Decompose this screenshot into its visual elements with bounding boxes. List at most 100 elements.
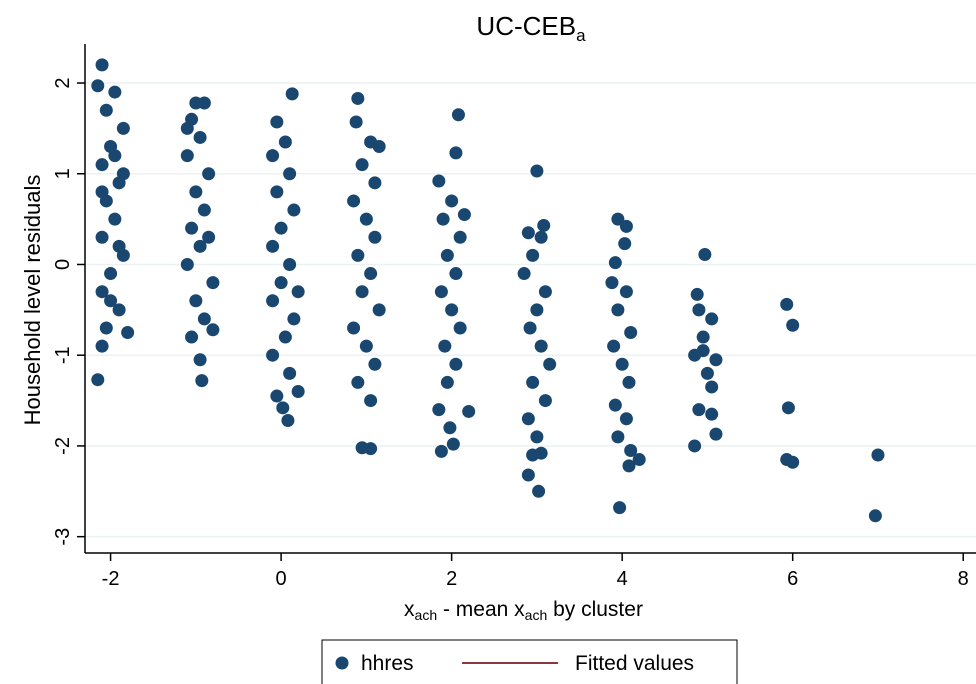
scatter-point [530, 303, 544, 317]
scatter-point [372, 140, 386, 154]
scatter-point [368, 176, 382, 190]
scatter-point [780, 297, 794, 311]
scatter-point [347, 194, 361, 208]
scatter-point [104, 294, 118, 308]
scatter-point [266, 294, 280, 308]
scatter-point [287, 203, 301, 217]
scatter-point [451, 108, 465, 122]
scatter-point [432, 174, 446, 188]
scatter-point [871, 448, 885, 462]
scatter-point [705, 312, 719, 326]
scatter-point [364, 267, 378, 281]
scatter-point [453, 321, 467, 335]
scatter-point [624, 326, 638, 340]
scatter-point [434, 285, 448, 299]
scatter-point [700, 366, 714, 380]
scatter-point [351, 248, 365, 262]
y-tick-label: 0 [52, 259, 74, 270]
scatter-point [462, 404, 476, 418]
scatter-point [95, 58, 109, 72]
scatter-point [534, 446, 548, 460]
y-tick-label: 2 [52, 77, 74, 88]
scatter-point [432, 403, 446, 417]
scatter-point [443, 421, 457, 435]
scatter-point [537, 218, 551, 232]
scatter-point [121, 326, 135, 340]
legend-label: hhres [361, 652, 414, 675]
scatter-point [619, 412, 633, 426]
scatter-point [690, 287, 704, 301]
scatter-point [274, 276, 288, 290]
scatter-point [180, 121, 194, 135]
scatter-point [372, 303, 386, 317]
scatter-point [112, 239, 126, 253]
scatter-point [91, 373, 105, 387]
scatter-point [538, 394, 552, 408]
scatter-point [189, 294, 203, 308]
scatter-point [185, 221, 199, 235]
scatter-point [283, 167, 297, 181]
scatter-point [445, 303, 459, 317]
scatter-point [197, 96, 211, 110]
scatter-point [291, 285, 305, 299]
scatter-point [688, 439, 702, 453]
scatter-point [285, 87, 299, 101]
scatter-point [526, 248, 540, 262]
scatter-point [351, 91, 365, 105]
scatter-point [193, 353, 207, 367]
x-tick-label: 2 [446, 568, 457, 590]
scatter-point [351, 375, 365, 389]
scatter-point [607, 339, 621, 353]
scatter-point [611, 212, 625, 226]
scatter-point [347, 321, 361, 335]
scatter-point [95, 185, 109, 199]
legend-label: Fitted values [575, 652, 694, 675]
scatter-point [440, 248, 454, 262]
scatter-point [189, 185, 203, 199]
scatter-point [434, 444, 448, 458]
scatter-point [440, 375, 454, 389]
scatter-point [368, 230, 382, 244]
scatter-point [521, 468, 535, 482]
scatter-point [95, 339, 109, 353]
scatter-point [517, 267, 531, 281]
scatter-point [266, 239, 280, 253]
scatter-point [281, 414, 295, 428]
scatter-point [287, 312, 301, 326]
scatter-point [619, 219, 633, 233]
scatter-point [197, 312, 211, 326]
scatter-point [696, 330, 710, 344]
scatter-point [276, 401, 290, 415]
x-axis-label: xach - mean xach by cluster [404, 598, 643, 623]
scatter-point [709, 353, 723, 367]
legend-marker [335, 656, 349, 670]
x-tick-label: 6 [787, 568, 798, 590]
scatter-point [786, 455, 800, 469]
x-tick-label: 4 [617, 568, 628, 590]
scatter-point [364, 442, 378, 456]
scatter-point [698, 247, 712, 261]
scatter-point [445, 194, 459, 208]
scatter-point [195, 374, 209, 388]
scatter-point [868, 509, 882, 523]
scatter-point [611, 430, 625, 444]
y-tick-label: 1 [52, 168, 74, 179]
scatter-point [611, 303, 625, 317]
scatter-point [95, 158, 109, 172]
scatter-point [283, 257, 297, 271]
y-tick-label: -1 [52, 346, 74, 364]
scatter-point [538, 285, 552, 299]
scatter-point [526, 375, 540, 389]
scatter-point [705, 407, 719, 421]
scatter-point [709, 427, 723, 441]
scatter-point [692, 303, 706, 317]
scatter-point [206, 323, 220, 337]
x-label-text: x [404, 598, 415, 621]
scatter-point [180, 149, 194, 163]
scatter-point [266, 149, 280, 163]
x-label-text: - mean x [437, 598, 525, 621]
x-label-subscript: ach [415, 607, 438, 623]
scatter-point [278, 330, 292, 344]
